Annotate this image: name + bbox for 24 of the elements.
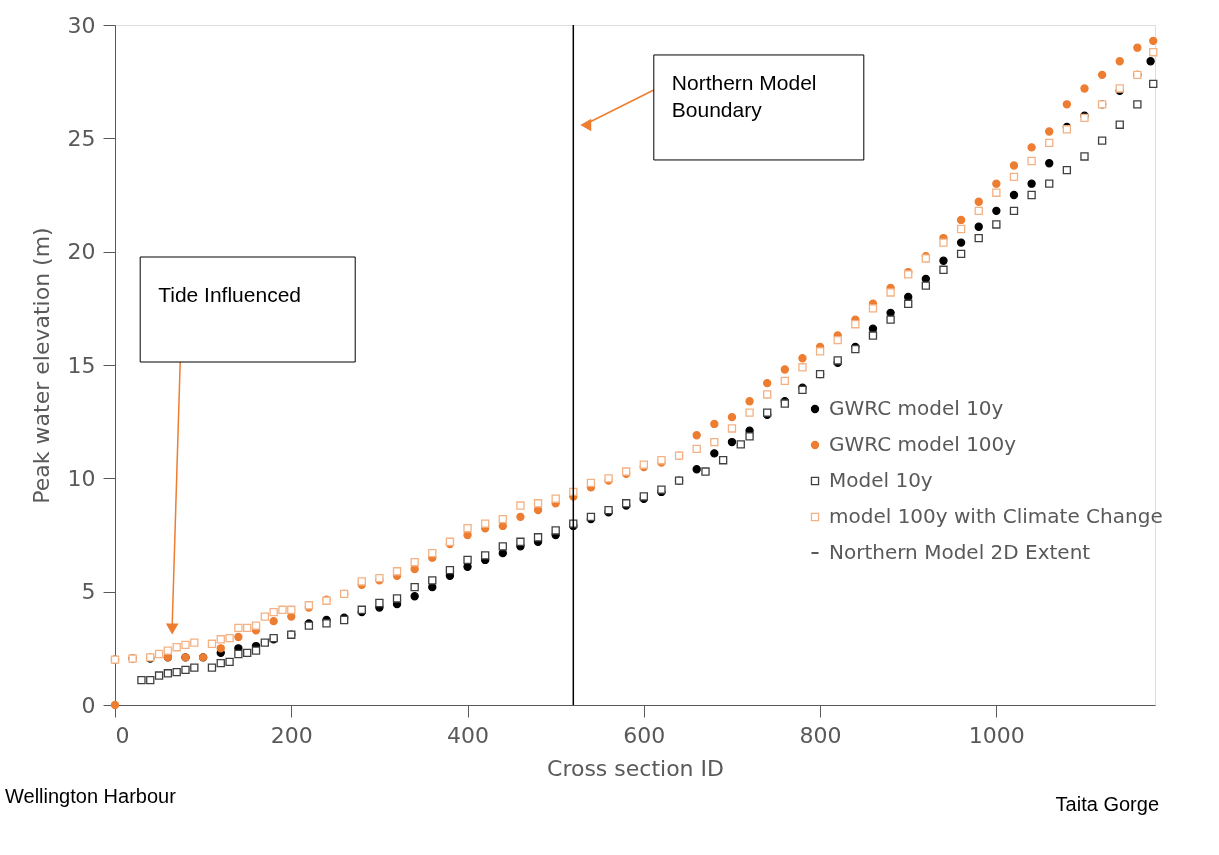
x-tick-label: 0 (115, 722, 130, 748)
x-tick-label: 1000 (968, 722, 1025, 748)
text: Wellington Harbour (5, 785, 177, 807)
text: Taita Gorge (1055, 793, 1159, 815)
y-tick-label: 30 (67, 12, 96, 38)
y-tick-label: 5 (81, 579, 96, 605)
x-axis-title: Cross section ID (547, 755, 724, 781)
y-tick-label: 15 (67, 352, 96, 378)
x-tick-label: 200 (270, 722, 313, 748)
legend-label: model 100y with Climate Change (829, 504, 1163, 528)
x-tick-label: 400 (447, 722, 490, 748)
annotation: Tide Influenced (158, 283, 302, 306)
legend-label: GWRC model 10y (829, 396, 1004, 420)
x-tick-label: 800 (799, 722, 842, 748)
y-tick-label: 25 (67, 125, 96, 151)
y-tick-label: 10 (67, 465, 96, 491)
x-tick-label: 600 (623, 722, 666, 748)
legend-label: Model 10y (829, 468, 933, 492)
annotation: Northern Model Boundary (671, 70, 817, 121)
y-tick-label: 0 (81, 692, 96, 718)
legend-label: GWRC model 100y (829, 432, 1017, 456)
y-axis-title: Peak water elevation (m) (28, 227, 54, 504)
y-tick-label: 20 (67, 239, 96, 265)
legend-label: Northern Model 2D Extent (829, 540, 1091, 564)
